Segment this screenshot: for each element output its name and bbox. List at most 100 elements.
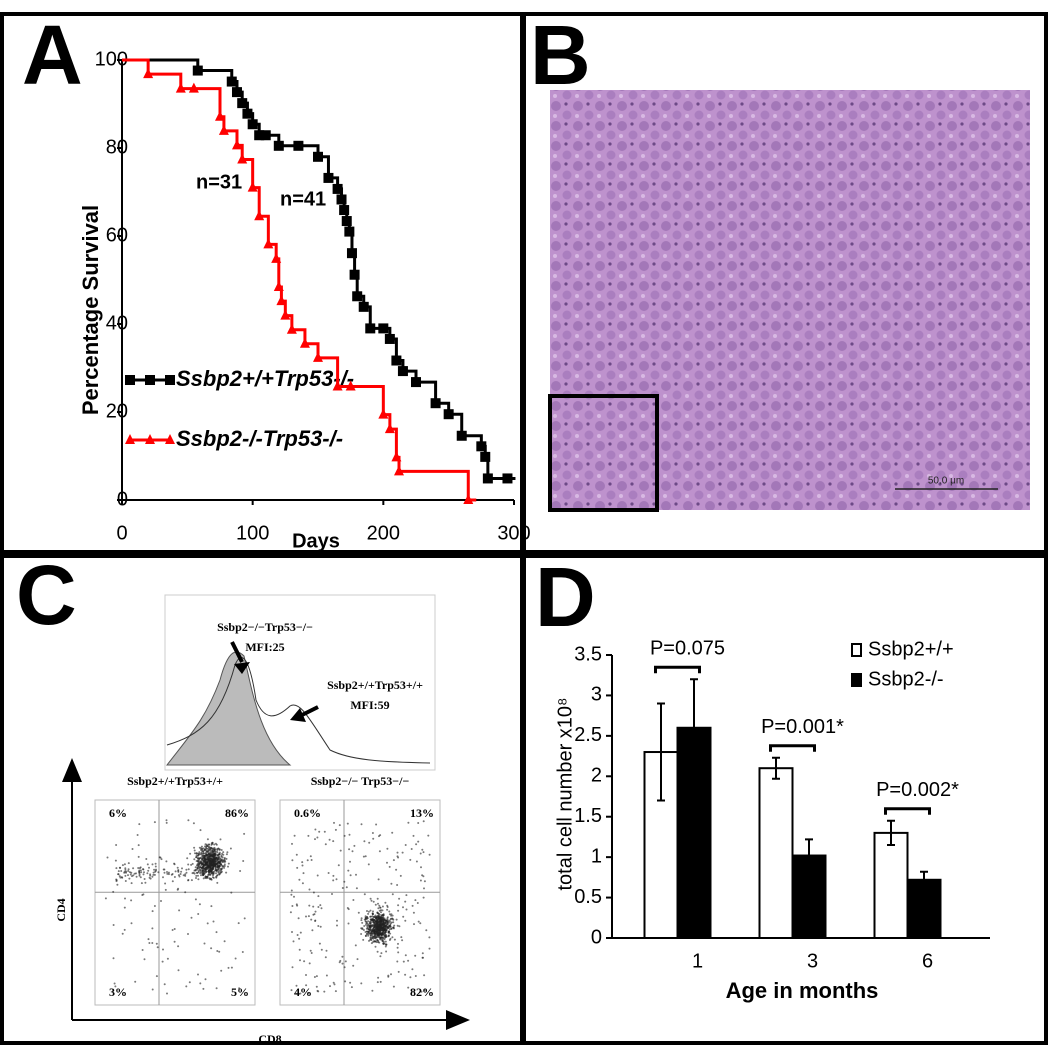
- dot-cloud: [104, 819, 246, 995]
- dot: [153, 821, 156, 824]
- dot: [151, 910, 154, 913]
- dot: [409, 858, 412, 861]
- histogram-label: Ssbp2−/−Trp53−/−: [217, 620, 313, 634]
- dot: [206, 922, 209, 925]
- dot: [420, 866, 422, 869]
- dot: [392, 859, 395, 862]
- dot: [104, 897, 107, 900]
- dot: [197, 874, 199, 877]
- dot: [380, 909, 382, 912]
- survival-marker: [332, 183, 343, 194]
- dot: [179, 873, 182, 875]
- dot: [124, 897, 126, 900]
- dot: [209, 867, 212, 870]
- dot: [332, 840, 335, 843]
- dot: [223, 863, 226, 866]
- dot: [213, 849, 216, 852]
- survival-marker: [391, 355, 402, 366]
- dot: [130, 899, 133, 902]
- dot-plot-frame: [94, 799, 256, 1006]
- dot: [211, 876, 214, 879]
- dot: [185, 871, 188, 874]
- dot: [323, 830, 326, 833]
- dot: [374, 903, 377, 906]
- dot: [207, 873, 210, 876]
- histogram-open: [166, 657, 431, 764]
- dot: [381, 909, 384, 912]
- dot: [341, 887, 344, 889]
- dot: [390, 882, 393, 885]
- dot: [302, 872, 305, 875]
- dot: [316, 989, 319, 992]
- dot: [368, 921, 371, 923]
- panel-frame: [522, 554, 1048, 1045]
- survival-marker: [463, 494, 474, 504]
- dot: [396, 960, 399, 963]
- dot: [210, 843, 213, 846]
- dot: [151, 927, 154, 930]
- dot: [298, 878, 301, 881]
- dot: [421, 952, 424, 955]
- dot: [170, 873, 173, 876]
- survival-marker: [247, 119, 258, 130]
- dot: [343, 880, 346, 883]
- y-tick-label: 20: [106, 400, 128, 422]
- error-bar: [805, 838, 813, 873]
- dot: [349, 874, 352, 877]
- dot: [371, 932, 374, 934]
- dot: [196, 872, 199, 874]
- dot: [401, 939, 404, 942]
- dot: [203, 854, 206, 857]
- dot: [144, 881, 147, 884]
- dot: [362, 938, 365, 941]
- survival-marker: [480, 451, 491, 462]
- dot: [386, 861, 388, 864]
- dot: [350, 986, 353, 989]
- panel-frame: [522, 12, 1048, 554]
- dot: [291, 966, 294, 969]
- dot: [307, 915, 310, 918]
- dot: [178, 875, 181, 878]
- dot: [202, 852, 205, 855]
- dot: [392, 921, 395, 924]
- dot: [207, 866, 210, 869]
- dot: [383, 925, 386, 928]
- survival-marker: [339, 205, 350, 216]
- dot: [177, 887, 180, 890]
- dot: [382, 919, 385, 922]
- survival-marker: [365, 323, 376, 334]
- dot: [355, 887, 358, 890]
- dot: [335, 878, 338, 881]
- dot: [319, 925, 322, 928]
- x-tick-label: 6: [922, 950, 933, 972]
- dot: [217, 856, 220, 859]
- dot: [140, 871, 143, 874]
- quadrant-percent: 0.6%: [294, 806, 321, 820]
- dot: [375, 823, 378, 826]
- survival-marker: [231, 87, 242, 98]
- dot: [373, 936, 375, 939]
- survival-marker: [125, 375, 135, 385]
- dot: [317, 925, 320, 927]
- dot: [193, 872, 196, 875]
- dot: [187, 879, 190, 882]
- survival-marker: [188, 82, 199, 93]
- dot: [191, 862, 194, 865]
- dot: [151, 875, 154, 878]
- dot: [366, 922, 369, 925]
- dot: [378, 932, 381, 935]
- dot: [209, 860, 212, 863]
- dot: [215, 987, 218, 990]
- dot: [373, 916, 376, 919]
- dot: [209, 862, 212, 865]
- dot: [348, 833, 351, 836]
- dot: [378, 835, 380, 838]
- dot: [198, 903, 201, 906]
- dot: [200, 845, 203, 848]
- dot: [216, 863, 219, 866]
- dot: [123, 871, 126, 874]
- dot: [127, 868, 130, 871]
- dot: [404, 844, 407, 846]
- dot: [397, 951, 400, 954]
- dot: [338, 961, 341, 964]
